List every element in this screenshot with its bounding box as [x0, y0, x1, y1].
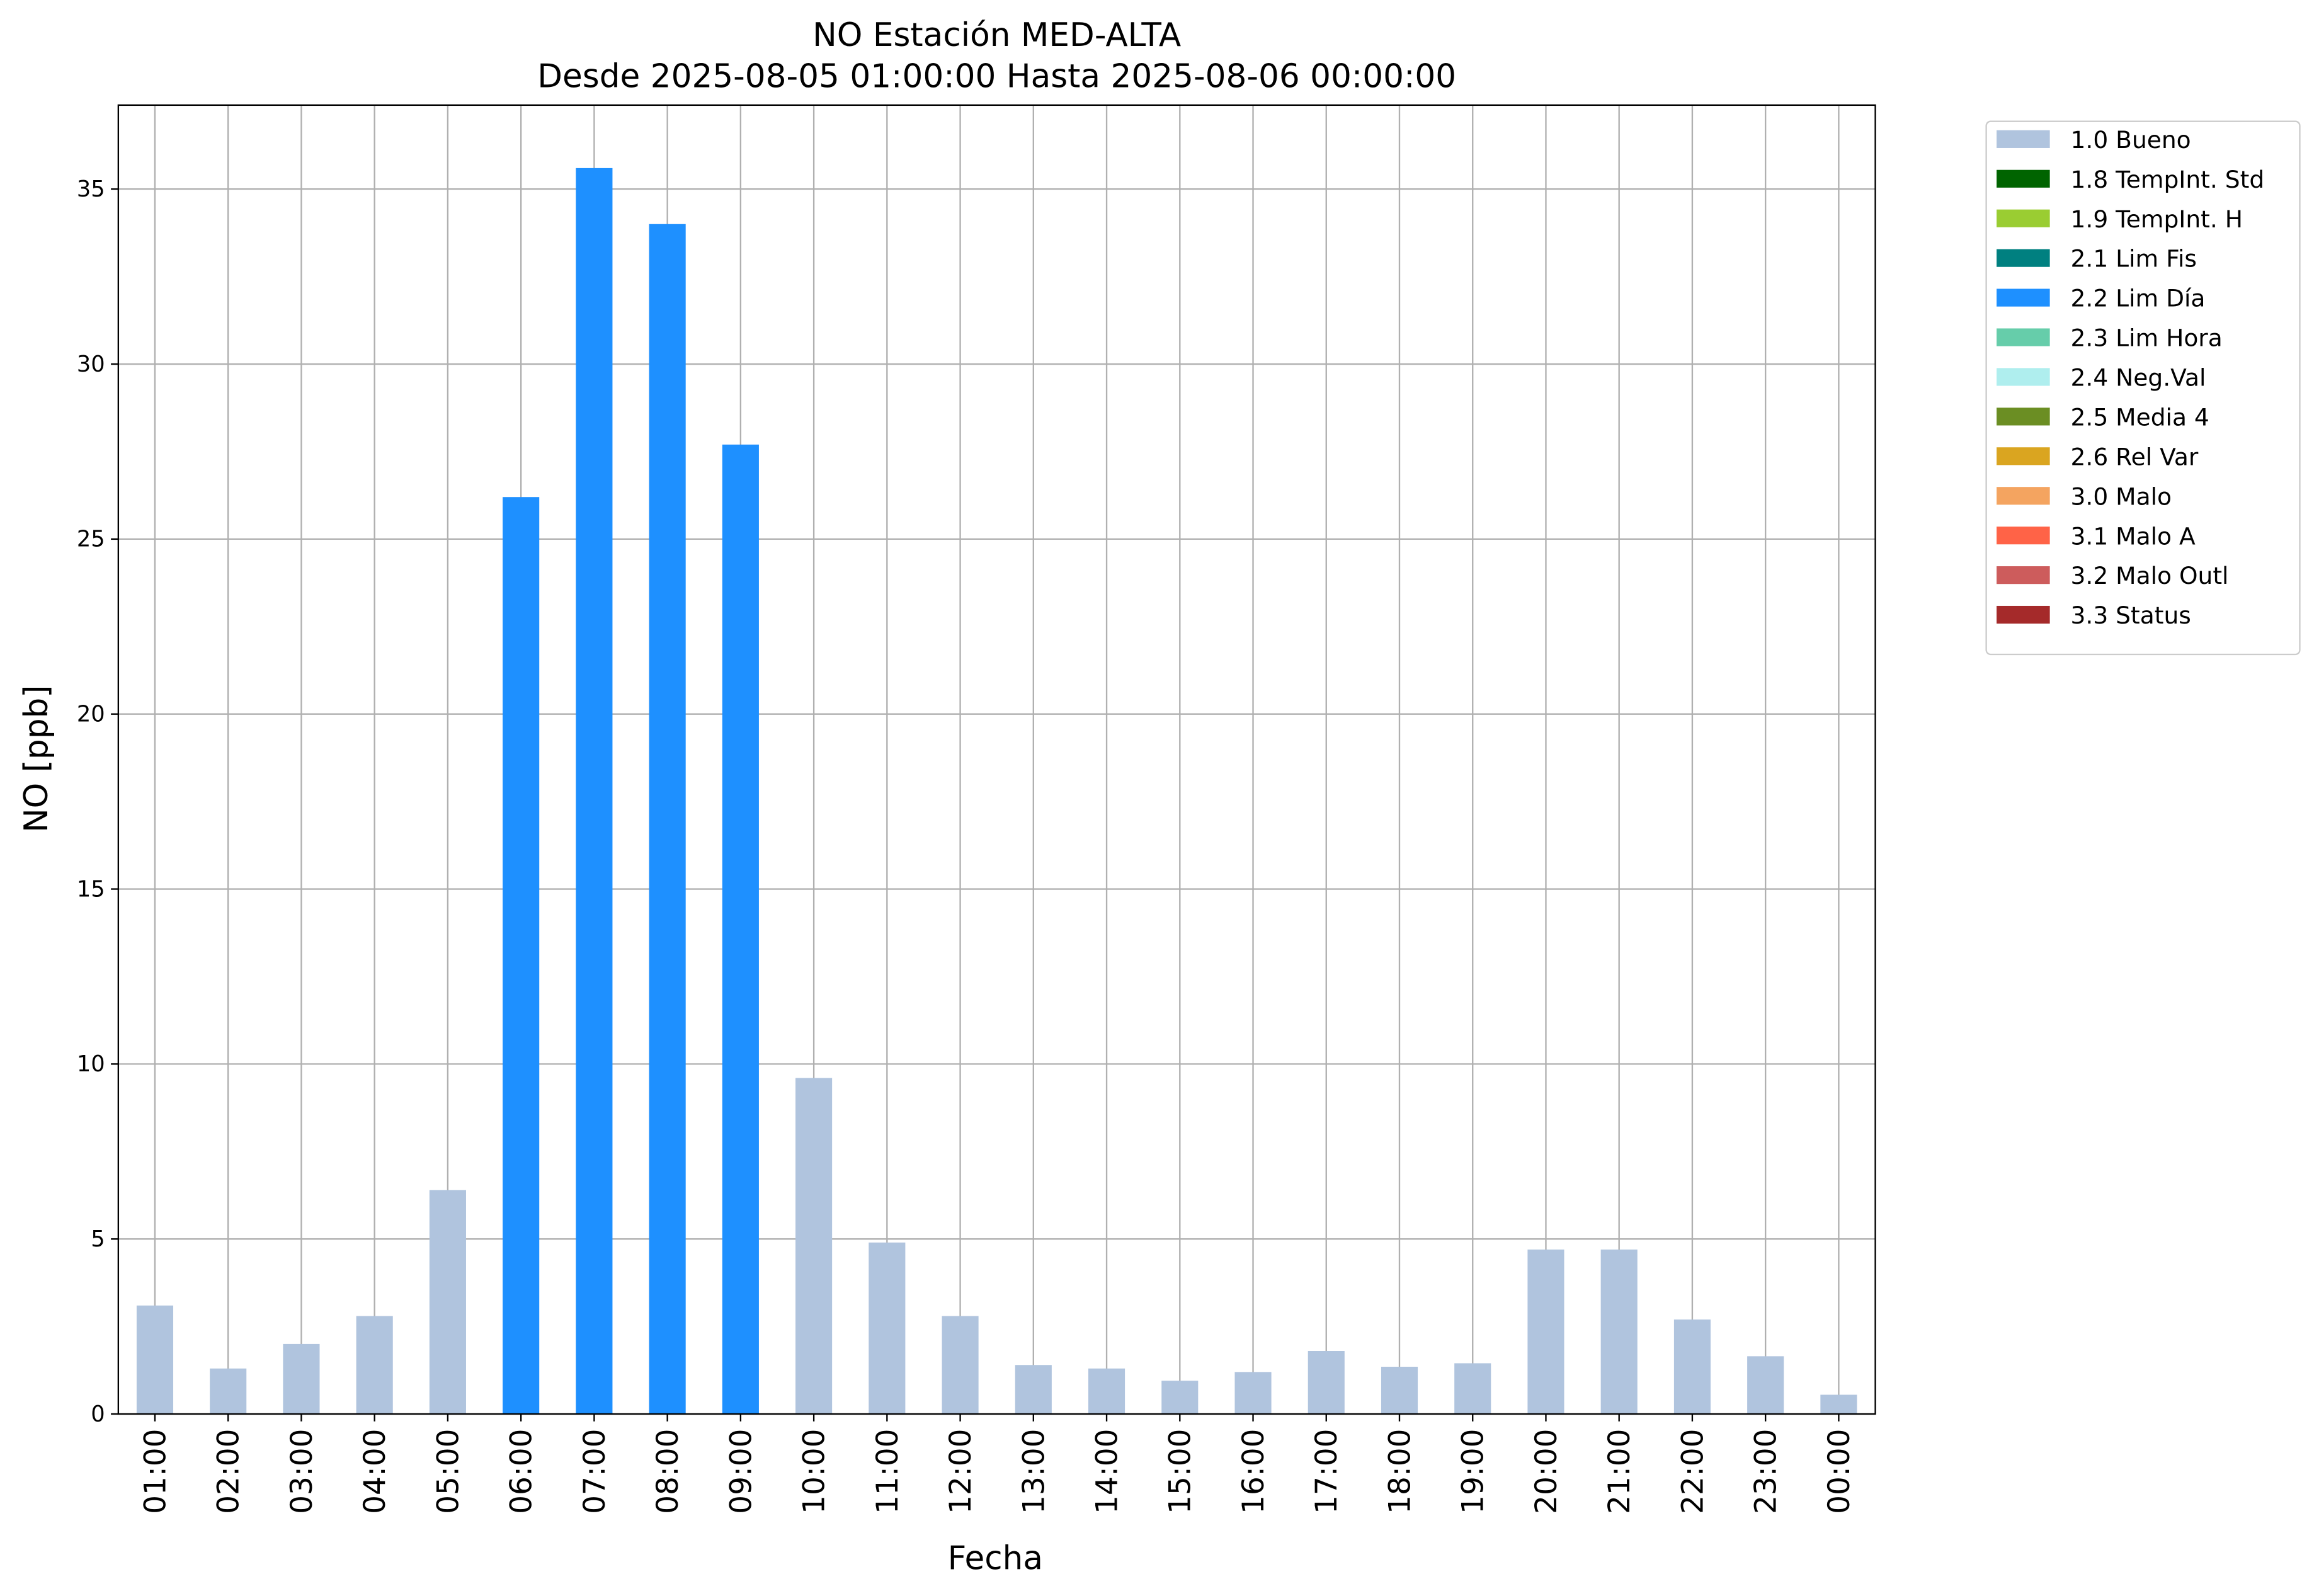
legend-swatch: [1997, 487, 2050, 505]
legend-swatch: [1997, 566, 2050, 584]
bar: [722, 444, 759, 1415]
x-tick-label: 08:00: [651, 1429, 685, 1514]
bar: [576, 168, 613, 1415]
plot-frame: [117, 104, 1876, 1415]
y-tick-label: 30: [77, 351, 105, 377]
x-tick-label: 04:00: [358, 1429, 392, 1514]
y-tick-label: 5: [91, 1226, 105, 1252]
bar: [942, 1316, 979, 1415]
bar: [136, 1305, 174, 1415]
bar: [1454, 1363, 1491, 1415]
x-tick-label: 20:00: [1529, 1429, 1564, 1514]
x-tick-label: 12:00: [943, 1429, 978, 1514]
legend-label: 2.5 Media 4: [2071, 403, 2209, 431]
x-tick-label: 17:00: [1309, 1429, 1344, 1514]
y-tick-label: 35: [77, 176, 105, 202]
bar: [869, 1242, 906, 1415]
x-tick-label: 02:00: [212, 1429, 246, 1514]
legend-swatch: [1997, 368, 2050, 386]
y-axis-label: NO [ppb]: [18, 685, 55, 833]
legend-label: 2.3 Lim Hora: [2071, 324, 2223, 352]
chart-subtitle: Desde 2025-08-05 01:00:00 Hasta 2025-08-…: [537, 58, 1456, 96]
legend-swatch: [1997, 447, 2050, 465]
x-tick-label: 16:00: [1236, 1429, 1271, 1514]
x-tick-label: 18:00: [1382, 1429, 1417, 1514]
y-tick-label: 0: [91, 1401, 105, 1427]
x-tick-label: 01:00: [138, 1429, 173, 1514]
bar: [1381, 1367, 1418, 1415]
legend-swatch: [1997, 209, 2050, 227]
bar: [1234, 1372, 1272, 1415]
bar: [1747, 1356, 1784, 1415]
legend-swatch: [1997, 408, 2050, 426]
legend-label: 3.0 Malo: [2071, 482, 2172, 510]
bar: [356, 1316, 393, 1415]
x-tick-label: 06:00: [504, 1429, 539, 1514]
legend-swatch: [1997, 249, 2050, 267]
legend-swatch: [1997, 169, 2050, 188]
legend-label: 2.1 Lim Fis: [2071, 245, 2197, 273]
bar: [1600, 1249, 1638, 1415]
bar: [210, 1368, 247, 1415]
x-axis-label: Fecha: [948, 1540, 1043, 1578]
x-tick-label: 15:00: [1163, 1429, 1198, 1514]
legend-swatch: [1997, 288, 2050, 307]
legend-label: 2.6 Rel Var: [2071, 443, 2199, 470]
legend-label: 3.1 Malo A: [2071, 522, 2196, 550]
x-tick-label: 14:00: [1090, 1429, 1124, 1514]
legend-label: 1.9 TempInt. H: [2071, 205, 2243, 233]
y-tick-label: 10: [77, 1051, 105, 1077]
bar: [1088, 1368, 1125, 1415]
bar: [795, 1078, 833, 1415]
bar: [283, 1343, 320, 1415]
x-tick-label: 19:00: [1456, 1429, 1491, 1514]
bar: [649, 224, 686, 1415]
legend-swatch: [1997, 328, 2050, 346]
bar: [1820, 1394, 1857, 1415]
x-tick-label: 10:00: [797, 1429, 832, 1514]
legend-swatch: [1997, 130, 2050, 148]
x-tick-label: 23:00: [1749, 1429, 1784, 1514]
bar: [503, 497, 540, 1415]
x-tick-label: 09:00: [724, 1429, 758, 1514]
x-tick-label: 05:00: [431, 1429, 465, 1514]
bar: [1527, 1249, 1564, 1415]
legend-label: 1.0 Bueno: [2071, 126, 2191, 154]
y-tick-label: 20: [77, 701, 105, 727]
bar: [429, 1190, 466, 1415]
y-tick-label: 15: [77, 876, 105, 902]
legend-label: 2.2 Lim Día: [2071, 285, 2206, 312]
legend-label: 2.4 Neg.Val: [2071, 364, 2206, 392]
legend-label: 3.3 Status: [2071, 601, 2191, 629]
legend-label: 1.8 TempInt. Std: [2071, 166, 2265, 193]
bar: [1161, 1381, 1199, 1415]
x-tick-label: 03:00: [285, 1429, 319, 1514]
x-tick-label: 13:00: [1017, 1429, 1051, 1514]
legend-swatch: [1997, 605, 2050, 624]
legend-label: 3.2 Malo Outl: [2071, 562, 2229, 590]
x-tick-label: 07:00: [578, 1429, 612, 1514]
legend-box: [1985, 120, 2301, 656]
x-tick-label: 11:00: [870, 1429, 905, 1514]
y-tick-label: 25: [77, 527, 105, 552]
bar: [1673, 1320, 1711, 1415]
legend-swatch: [1997, 527, 2050, 545]
x-tick-label: 00:00: [1822, 1429, 1857, 1514]
x-tick-label: 22:00: [1675, 1429, 1710, 1514]
x-tick-label: 21:00: [1602, 1429, 1637, 1514]
bar: [1308, 1351, 1345, 1415]
bar: [1015, 1365, 1052, 1415]
chart-title: NO Estación MED-ALTA: [812, 16, 1181, 54]
